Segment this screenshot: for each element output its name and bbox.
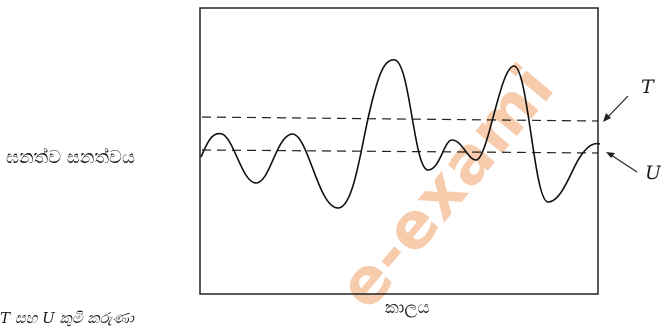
U-pointer-arrowhead [606, 152, 615, 158]
line-U-label: U [645, 162, 661, 184]
T-pointer-arrowhead [603, 113, 611, 122]
line-U-dashed [201, 149, 599, 154]
y-axis-label: ඝනත්ව සනත්වය [6, 147, 135, 168]
line-T-label: T [641, 76, 654, 98]
line-T-dashed [201, 116, 599, 122]
plot-frame [199, 7, 599, 295]
caption-fragment: T සහ U කුමි කරුණා [0, 309, 134, 327]
U-pointer-arrow [607, 152, 638, 173]
x-axis-label: කාලය [385, 298, 430, 318]
density-curve [200, 59, 601, 209]
